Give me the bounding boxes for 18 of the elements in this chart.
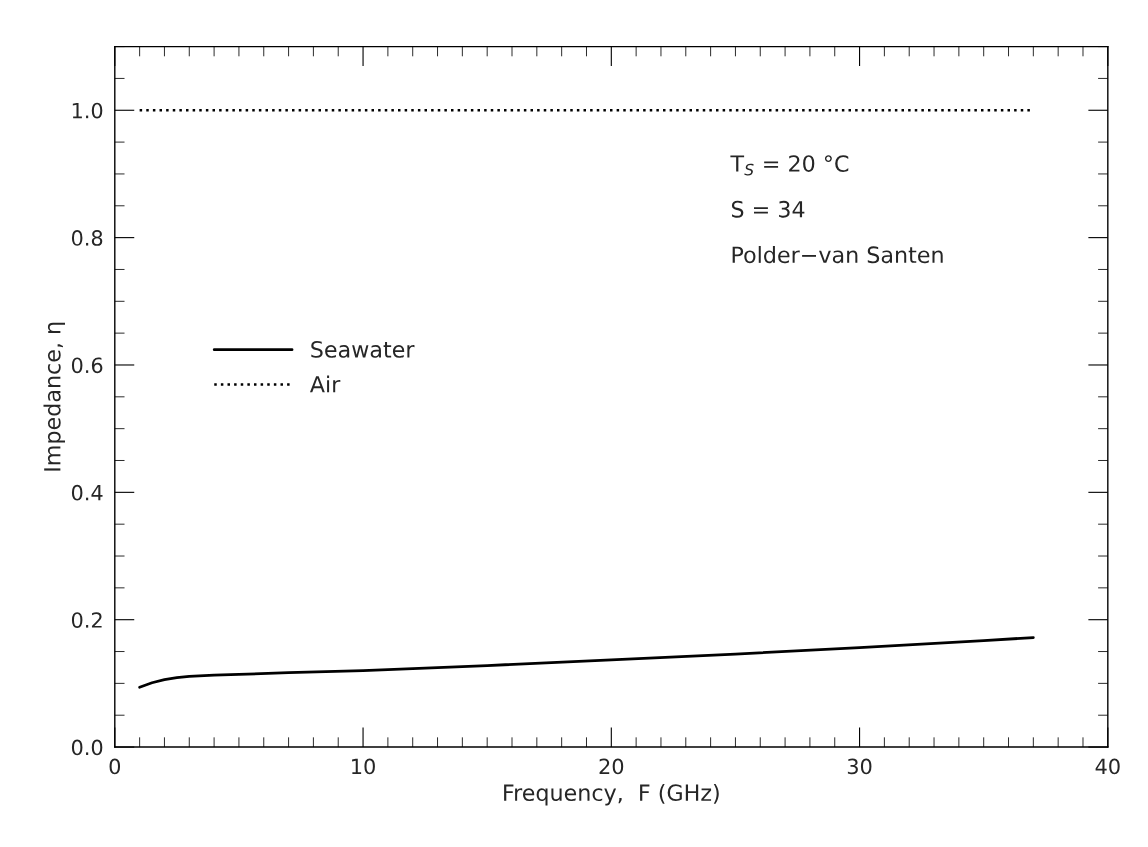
legend-label: Air [309,375,341,393]
x-tick-label: 40 [1095,758,1120,775]
x-tick-label: 0 [109,758,121,775]
y-tick-label: 0.0 [71,739,103,756]
x-axis-title: Frequency, F (GHz) [504,783,719,806]
x-tick-label: 30 [847,758,872,775]
x-tick-label: 20 [599,758,624,775]
y-tick-label: 0.6 [71,357,103,374]
y-tick-label: 0.2 [71,612,102,628]
x-tick-label: 10 [352,758,375,775]
legend-label: Seawater [311,341,415,358]
annotation: Polder−van Santen [732,245,943,264]
y-tick-label: 1.0 [72,102,103,119]
y-tick-label: 0.8 [71,230,103,246]
annotation: T$_{S}$ = 20 °C [730,155,849,176]
annotation: S = 34 [731,200,805,218]
y-tick-label: 0.4 [71,484,103,501]
y-axis-title: Impedance, η [43,322,65,471]
